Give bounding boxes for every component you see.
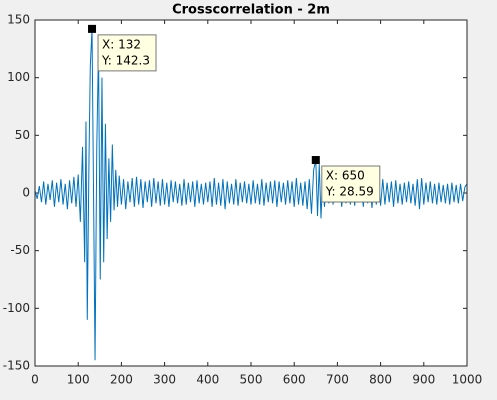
y-tick-label: 50 xyxy=(15,128,30,142)
x-tick-label: 700 xyxy=(326,373,349,387)
x-tick-label: 1000 xyxy=(452,373,483,387)
x-tick-label: 0 xyxy=(31,373,39,387)
datatip-text: Y: 142.3 xyxy=(101,53,150,67)
y-tick-label: -150 xyxy=(3,359,30,373)
x-tick-label: 900 xyxy=(412,373,435,387)
datatip-marker xyxy=(311,156,320,165)
y-tick-label: 0 xyxy=(22,186,30,200)
data-line xyxy=(34,28,468,361)
x-tick-label: 200 xyxy=(110,373,133,387)
datatip-text: X: 650 xyxy=(326,169,365,183)
datatip-box xyxy=(97,34,157,72)
x-tick-label: 300 xyxy=(153,373,176,387)
datatip-marker xyxy=(88,24,97,33)
chart-title: Crosscorrelation - 2m xyxy=(172,3,330,18)
y-tick-label: 100 xyxy=(7,70,30,84)
datatip-text: Y: 28.59 xyxy=(325,185,374,199)
x-tick-label: 100 xyxy=(67,373,90,387)
axes-box xyxy=(34,19,468,367)
x-tick-label: 500 xyxy=(240,373,263,387)
x-tick-label: 400 xyxy=(196,373,219,387)
datatip-box xyxy=(321,165,381,203)
y-tick-label: -100 xyxy=(3,301,30,315)
y-tick-label: 150 xyxy=(7,13,30,27)
x-tick-label: 600 xyxy=(283,373,306,387)
datatip-text: X: 132 xyxy=(102,37,141,51)
y-tick-label: -50 xyxy=(10,243,30,257)
x-tick-label: 800 xyxy=(369,373,392,387)
